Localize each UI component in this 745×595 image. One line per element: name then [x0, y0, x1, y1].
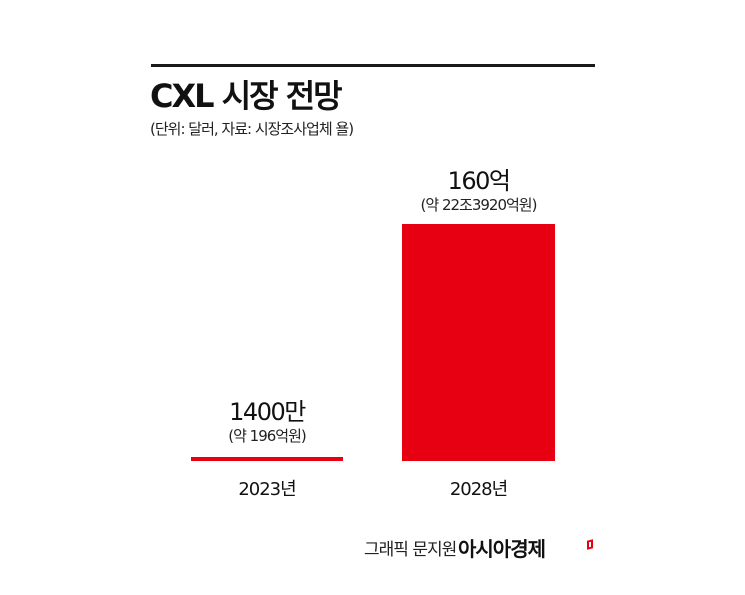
- chart-subtitle: (단위: 달러, 자료: 시장조사업체 욜): [150, 120, 354, 138]
- category-label-2028: 2028년: [449, 479, 508, 500]
- graphic-credit: 그래픽 문지원: [364, 540, 457, 560]
- bar-value-label-2028: 160억: [447, 167, 511, 195]
- top-rule: [151, 64, 595, 67]
- bar-sub-label-2028: (약 22조3920억원): [420, 196, 538, 214]
- brand-logo-text: 아시아경제: [458, 537, 546, 561]
- bar-sub-label-2023: (약 196억원): [228, 427, 307, 445]
- bar-2023: [191, 457, 343, 461]
- bar-2028: [402, 224, 555, 461]
- chart-title: CXL 시장 전망: [150, 77, 343, 115]
- brand-mark-icon: [587, 539, 593, 550]
- category-label-2023: 2023년: [238, 479, 296, 500]
- bar-value-label-2023: 1400만: [229, 398, 306, 426]
